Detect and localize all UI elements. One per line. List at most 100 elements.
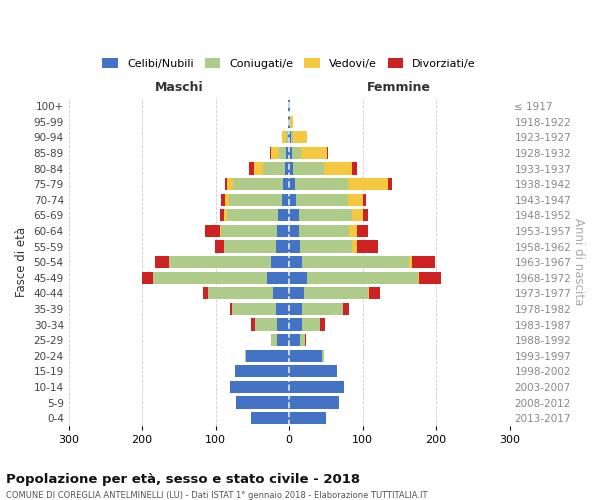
Bar [299,210,352,222]
Bar [289,288,304,300]
Bar [289,147,292,159]
Bar [224,240,276,252]
Bar [224,210,227,222]
Bar [279,147,286,159]
Bar [155,256,169,268]
Bar [299,225,349,237]
Bar [233,178,283,190]
Bar [412,256,435,268]
Bar [236,396,289,408]
Bar [289,225,299,237]
Bar [277,334,289,346]
Y-axis label: Anni di nascita: Anni di nascita [572,218,585,306]
Bar [273,288,289,300]
Bar [300,240,352,252]
Bar [289,178,295,190]
Bar [286,162,289,174]
Bar [289,132,290,143]
Bar [283,178,289,190]
Bar [320,318,325,330]
Bar [296,194,348,206]
Bar [220,210,224,222]
Bar [225,178,227,190]
Bar [289,381,344,393]
Bar [287,132,289,143]
Bar [302,303,343,315]
Bar [369,288,380,300]
Bar [419,272,441,284]
Bar [418,272,419,284]
Bar [215,240,224,252]
Bar [388,178,392,190]
Bar [289,318,302,330]
Bar [142,272,153,284]
Legend: Celibi/Nubili, Coniugati/e, Vedovi/e, Divorziati/e: Celibi/Nubili, Coniugati/e, Vedovi/e, Di… [103,58,476,69]
Bar [289,272,307,284]
Bar [348,178,388,190]
Bar [292,147,301,159]
Bar [293,162,323,174]
Bar [225,194,229,206]
Bar [289,210,299,222]
Bar [302,318,320,330]
Text: Popolazione per età, sesso e stato civile - 2018: Popolazione per età, sesso e stato civil… [6,472,360,486]
Bar [289,334,300,346]
Bar [254,318,277,330]
Bar [251,412,289,424]
Bar [251,318,254,330]
Bar [169,256,271,268]
Bar [358,225,368,237]
Bar [326,147,328,159]
Bar [245,350,247,362]
Text: Femmine: Femmine [367,80,431,94]
Bar [289,240,300,252]
Bar [286,147,289,159]
Bar [248,162,254,174]
Text: Maschi: Maschi [155,80,203,94]
Bar [348,194,362,206]
Bar [362,210,368,222]
Bar [232,303,276,315]
Bar [290,116,293,128]
Bar [267,272,289,284]
Bar [283,132,286,143]
Bar [301,147,326,159]
Bar [295,178,348,190]
Bar [254,162,263,174]
Bar [289,162,293,174]
Bar [221,225,277,237]
Bar [293,132,307,143]
Bar [358,240,378,252]
Bar [322,350,323,362]
Bar [343,303,349,315]
Bar [352,162,358,174]
Bar [289,396,339,408]
Bar [277,318,289,330]
Bar [271,334,277,346]
Bar [323,162,352,174]
Bar [305,334,306,346]
Bar [289,303,302,315]
Bar [352,240,358,252]
Bar [205,225,220,237]
Bar [287,116,289,128]
Bar [304,288,368,300]
Bar [263,162,286,174]
Bar [362,194,366,206]
Bar [227,178,233,190]
Bar [227,210,278,222]
Bar [289,116,290,128]
Bar [208,288,273,300]
Bar [300,334,305,346]
Bar [368,288,369,300]
Bar [289,366,337,378]
Bar [230,381,289,393]
Bar [290,132,293,143]
Bar [289,256,302,268]
Bar [270,147,271,159]
Bar [289,100,290,112]
Bar [286,132,287,143]
Bar [302,256,409,268]
Bar [221,194,225,206]
Bar [271,256,289,268]
